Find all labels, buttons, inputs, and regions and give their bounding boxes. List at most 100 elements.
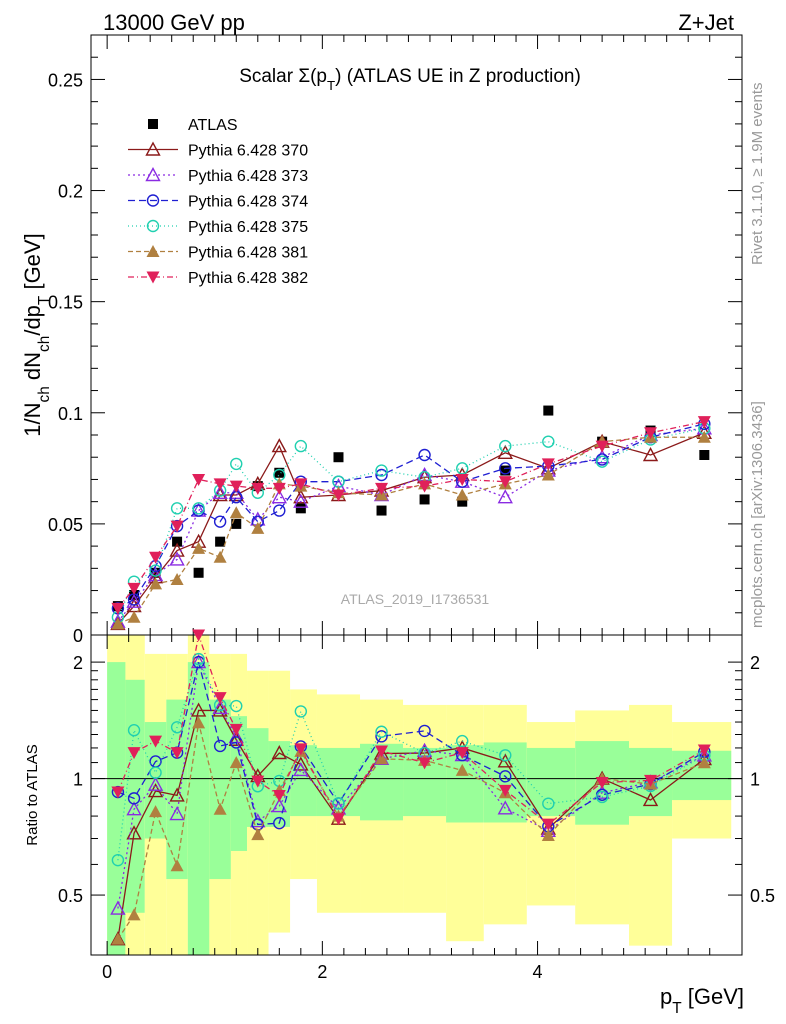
data-point bbox=[213, 478, 227, 491]
data-point bbox=[272, 482, 286, 495]
data-point bbox=[499, 462, 512, 475]
main-plot-frame: 0 0.05 0.1 0.15 0.2 0.25 bbox=[48, 34, 743, 646]
data-point bbox=[293, 489, 309, 504]
data-point bbox=[251, 521, 265, 534]
data-point bbox=[500, 465, 511, 476]
data-point bbox=[331, 489, 345, 502]
y-tick-label: 0 bbox=[73, 626, 83, 646]
ratio-ylabel: Ratio to ATLAS bbox=[24, 744, 41, 845]
legend-marker bbox=[146, 219, 160, 233]
ratio-point bbox=[228, 731, 244, 746]
ratio-band-green bbox=[187, 662, 210, 955]
data-point bbox=[418, 480, 432, 493]
ratio-point bbox=[170, 859, 184, 872]
data-point bbox=[229, 506, 243, 519]
data-point bbox=[149, 564, 162, 577]
ratio-point bbox=[642, 792, 659, 807]
series-0 bbox=[112, 405, 710, 612]
ratio-point bbox=[541, 828, 555, 841]
legend-label: Pythia 6.428 374 bbox=[188, 194, 308, 211]
ratio-point bbox=[213, 692, 227, 705]
data-point bbox=[456, 462, 469, 475]
ratio-point bbox=[251, 828, 265, 841]
data-point bbox=[213, 550, 227, 563]
watermark: ATLAS_2019_I1736531 bbox=[341, 591, 490, 607]
ratio-point bbox=[271, 745, 287, 760]
ratio-y-tick-label: 0.5 bbox=[750, 886, 775, 906]
ratio-point bbox=[213, 739, 227, 753]
data-point bbox=[170, 520, 184, 533]
ratio-band-green bbox=[144, 722, 167, 839]
data-point bbox=[497, 444, 513, 459]
ratio-point bbox=[229, 723, 243, 736]
ratio-point bbox=[251, 775, 265, 788]
ratio-point bbox=[497, 800, 513, 815]
data-point bbox=[192, 502, 205, 515]
ratio-point bbox=[644, 774, 658, 787]
ratio-point bbox=[149, 735, 163, 748]
data-point bbox=[644, 427, 658, 440]
ratio-point bbox=[229, 756, 243, 769]
ratio-point bbox=[170, 721, 184, 734]
y-tick-label: 0.15 bbox=[48, 293, 83, 313]
ratio-point bbox=[697, 744, 711, 757]
header-right: Z+Jet bbox=[678, 10, 734, 35]
xlabel: pT [GeV] bbox=[660, 984, 744, 1017]
ratio-point bbox=[110, 900, 126, 915]
ratio-point bbox=[331, 813, 345, 826]
ratio-y-tick-label: 1 bbox=[750, 770, 760, 790]
data-point bbox=[228, 487, 244, 502]
ratio-point bbox=[499, 749, 512, 762]
ratio-point bbox=[455, 763, 469, 776]
ratio-y-tick-label: 1 bbox=[73, 770, 83, 790]
data-point bbox=[293, 493, 309, 508]
ratio-point bbox=[455, 747, 469, 760]
x-tick-label: 2 bbox=[317, 962, 327, 982]
ratio-point bbox=[418, 757, 432, 770]
ratio-band-green bbox=[268, 741, 291, 827]
ratio-point bbox=[498, 784, 512, 797]
data-point bbox=[251, 482, 265, 495]
x-tick-label: 4 bbox=[533, 962, 543, 982]
ratio-band-green bbox=[107, 662, 126, 955]
ratio-point bbox=[127, 747, 141, 760]
x-tick-label: 0 bbox=[102, 962, 112, 982]
ratio-point bbox=[111, 932, 125, 945]
data-point bbox=[697, 416, 711, 429]
ratio-point bbox=[192, 629, 206, 642]
legend-label: Pythia 6.428 370 bbox=[188, 143, 308, 160]
ratio-point bbox=[192, 652, 205, 666]
data-point bbox=[192, 541, 206, 554]
data-point bbox=[231, 518, 242, 529]
data-point bbox=[376, 505, 387, 516]
ratio-point bbox=[149, 805, 163, 818]
data-point bbox=[170, 572, 184, 585]
data-point bbox=[193, 567, 204, 578]
ratio-point bbox=[499, 770, 512, 783]
ratio-point bbox=[293, 756, 309, 771]
side-mcplots-label: mcplots.cern.ch [arXiv:1306.3436] bbox=[749, 401, 766, 628]
series-line bbox=[117, 427, 705, 618]
ratio-point bbox=[542, 797, 555, 810]
data-point bbox=[697, 430, 711, 443]
ratio-series-line bbox=[117, 657, 705, 861]
ratio-point bbox=[293, 761, 309, 777]
data-point bbox=[229, 480, 243, 493]
data-point bbox=[230, 457, 243, 471]
ratio-point bbox=[294, 743, 308, 756]
data-point bbox=[498, 476, 512, 489]
data-point bbox=[215, 536, 226, 547]
ratio-point bbox=[595, 790, 609, 804]
data-point bbox=[169, 551, 185, 566]
data-point bbox=[595, 440, 609, 453]
legend-label: Pythia 6.428 381 bbox=[188, 245, 308, 262]
legend-marker bbox=[145, 141, 161, 156]
ratio-point bbox=[111, 853, 125, 867]
ratio-band-green bbox=[316, 747, 361, 817]
data-point bbox=[419, 494, 430, 505]
data-point bbox=[541, 468, 555, 481]
ratio-point bbox=[147, 776, 164, 791]
legend-label: Pythia 6.428 375 bbox=[188, 219, 308, 236]
ratio-point bbox=[375, 725, 388, 738]
